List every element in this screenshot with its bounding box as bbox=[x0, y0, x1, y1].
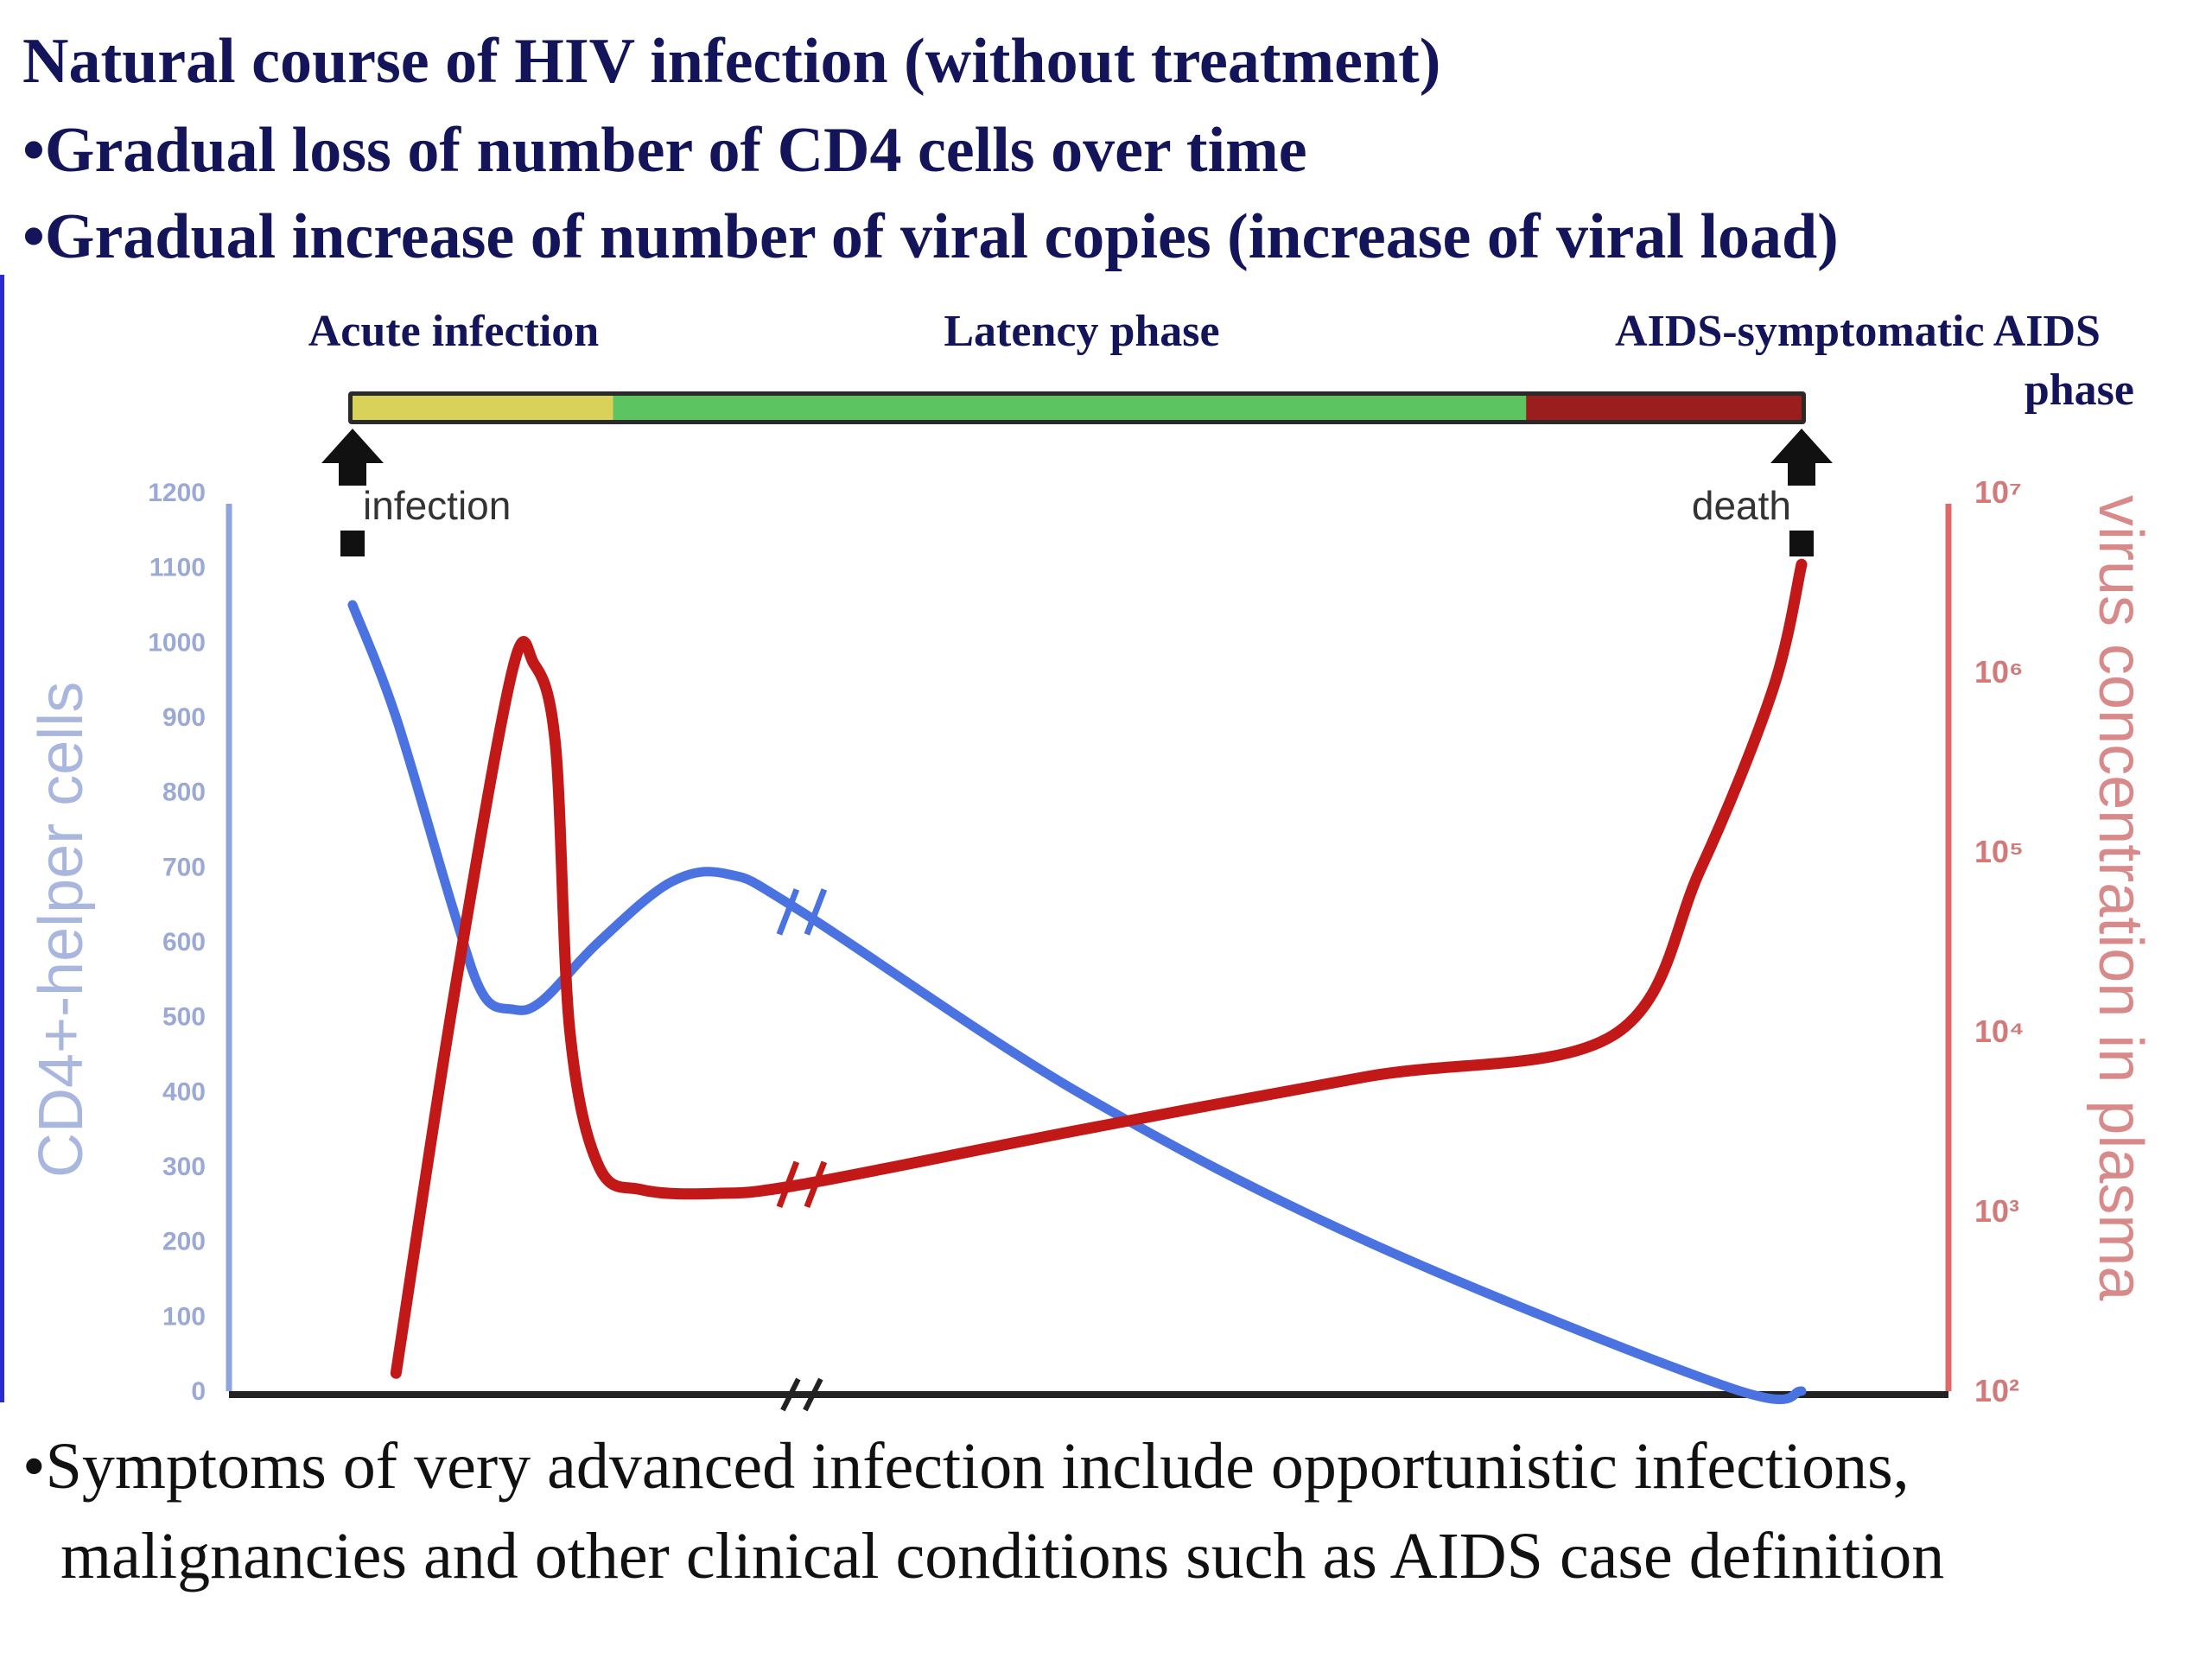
series-cd4-line bbox=[347, 600, 1807, 1404]
y-left-tick-100: 100 bbox=[162, 1302, 206, 1331]
y-right-tick-5: 10⁷ bbox=[1974, 474, 2022, 510]
marker-infection: infection bbox=[321, 429, 511, 556]
y-right-axis-label: virus concentration in plasma bbox=[2086, 495, 2155, 1301]
slide-title: Natural course of HIV infection (without… bbox=[22, 26, 1441, 97]
marker-label-infection: infection bbox=[363, 483, 511, 528]
phase-label-2: AIDS-symptomatic AIDS bbox=[1615, 307, 2101, 356]
bullet-cd4-loss: •Gradual loss of number of CD4 cells ove… bbox=[22, 115, 1307, 186]
bullet-viral-increase: •Gradual increase of number of viral cop… bbox=[22, 201, 1839, 272]
phase-label-1: Latency phase bbox=[944, 307, 1219, 356]
series-virus-line-break-icon bbox=[776, 1160, 828, 1209]
phase-label-2-line2: phase bbox=[2024, 365, 2134, 415]
x-axis-break-icon bbox=[780, 1377, 823, 1412]
y-right-tick-3: 10⁵ bbox=[1974, 834, 2024, 869]
y-left-tick-300: 300 bbox=[162, 1153, 206, 1181]
axes-group: 0 100 200 300 400 500 600 700 800 900 1000 1100 1200… bbox=[27, 474, 2155, 1412]
series-group bbox=[347, 558, 1808, 1404]
y-left-tick-1000: 1000 bbox=[148, 628, 206, 657]
phase-bar-group: Acute infection Latency phase AIDS-symptom… bbox=[308, 307, 2134, 556]
series-virus-line bbox=[390, 558, 1808, 1379]
y-left-tick-700: 700 bbox=[162, 853, 206, 881]
y-left-tick-500: 500 bbox=[162, 1003, 206, 1032]
hiv-course-chart: Acute infection Latency phase AIDS-symptom… bbox=[27, 307, 2155, 1412]
phase-segment-2 bbox=[1526, 396, 1802, 420]
footer-line-2: malignancies and other clinical conditio… bbox=[60, 1520, 1945, 1592]
y-right-tick-2: 10⁴ bbox=[1974, 1014, 2024, 1049]
footer-text: •Symptoms of very advanced infection inc… bbox=[22, 1421, 1944, 1601]
y-right-tick-0: 10² bbox=[1974, 1373, 2019, 1408]
phase-segment-1 bbox=[613, 396, 1527, 420]
marker-death: death bbox=[1692, 429, 1833, 556]
y-right-tick-1: 10³ bbox=[1974, 1193, 2019, 1229]
phase-segment-0 bbox=[353, 396, 613, 420]
y-left-tick-1100: 1100 bbox=[149, 554, 206, 582]
y-left-tick-400: 400 bbox=[162, 1077, 206, 1106]
phase-label-0: Acute infection bbox=[308, 307, 600, 356]
marker-square bbox=[1789, 531, 1814, 556]
y-left-tick-600: 600 bbox=[162, 928, 206, 957]
marker-arrow-icon bbox=[1770, 429, 1833, 486]
y-left-tick-0: 0 bbox=[191, 1377, 206, 1406]
marker-square bbox=[340, 531, 365, 556]
left-accent-rule bbox=[0, 275, 4, 1402]
series-cd4-line-break-icon bbox=[776, 888, 828, 936]
y-right-tick-4: 10⁶ bbox=[1974, 654, 2024, 690]
marker-label-death: death bbox=[1692, 483, 1791, 528]
y-left-tick-900: 900 bbox=[162, 703, 206, 732]
y-left-tick-800: 800 bbox=[162, 779, 206, 807]
marker-arrow-icon bbox=[321, 429, 384, 486]
y-left-tick-200: 200 bbox=[162, 1228, 206, 1256]
y-left-axis-label: CD4+-helper cells bbox=[27, 682, 96, 1178]
footer-line-1: •Symptoms of very advanced infection inc… bbox=[22, 1430, 1910, 1503]
y-left-tick-1200: 1200 bbox=[148, 479, 206, 507]
